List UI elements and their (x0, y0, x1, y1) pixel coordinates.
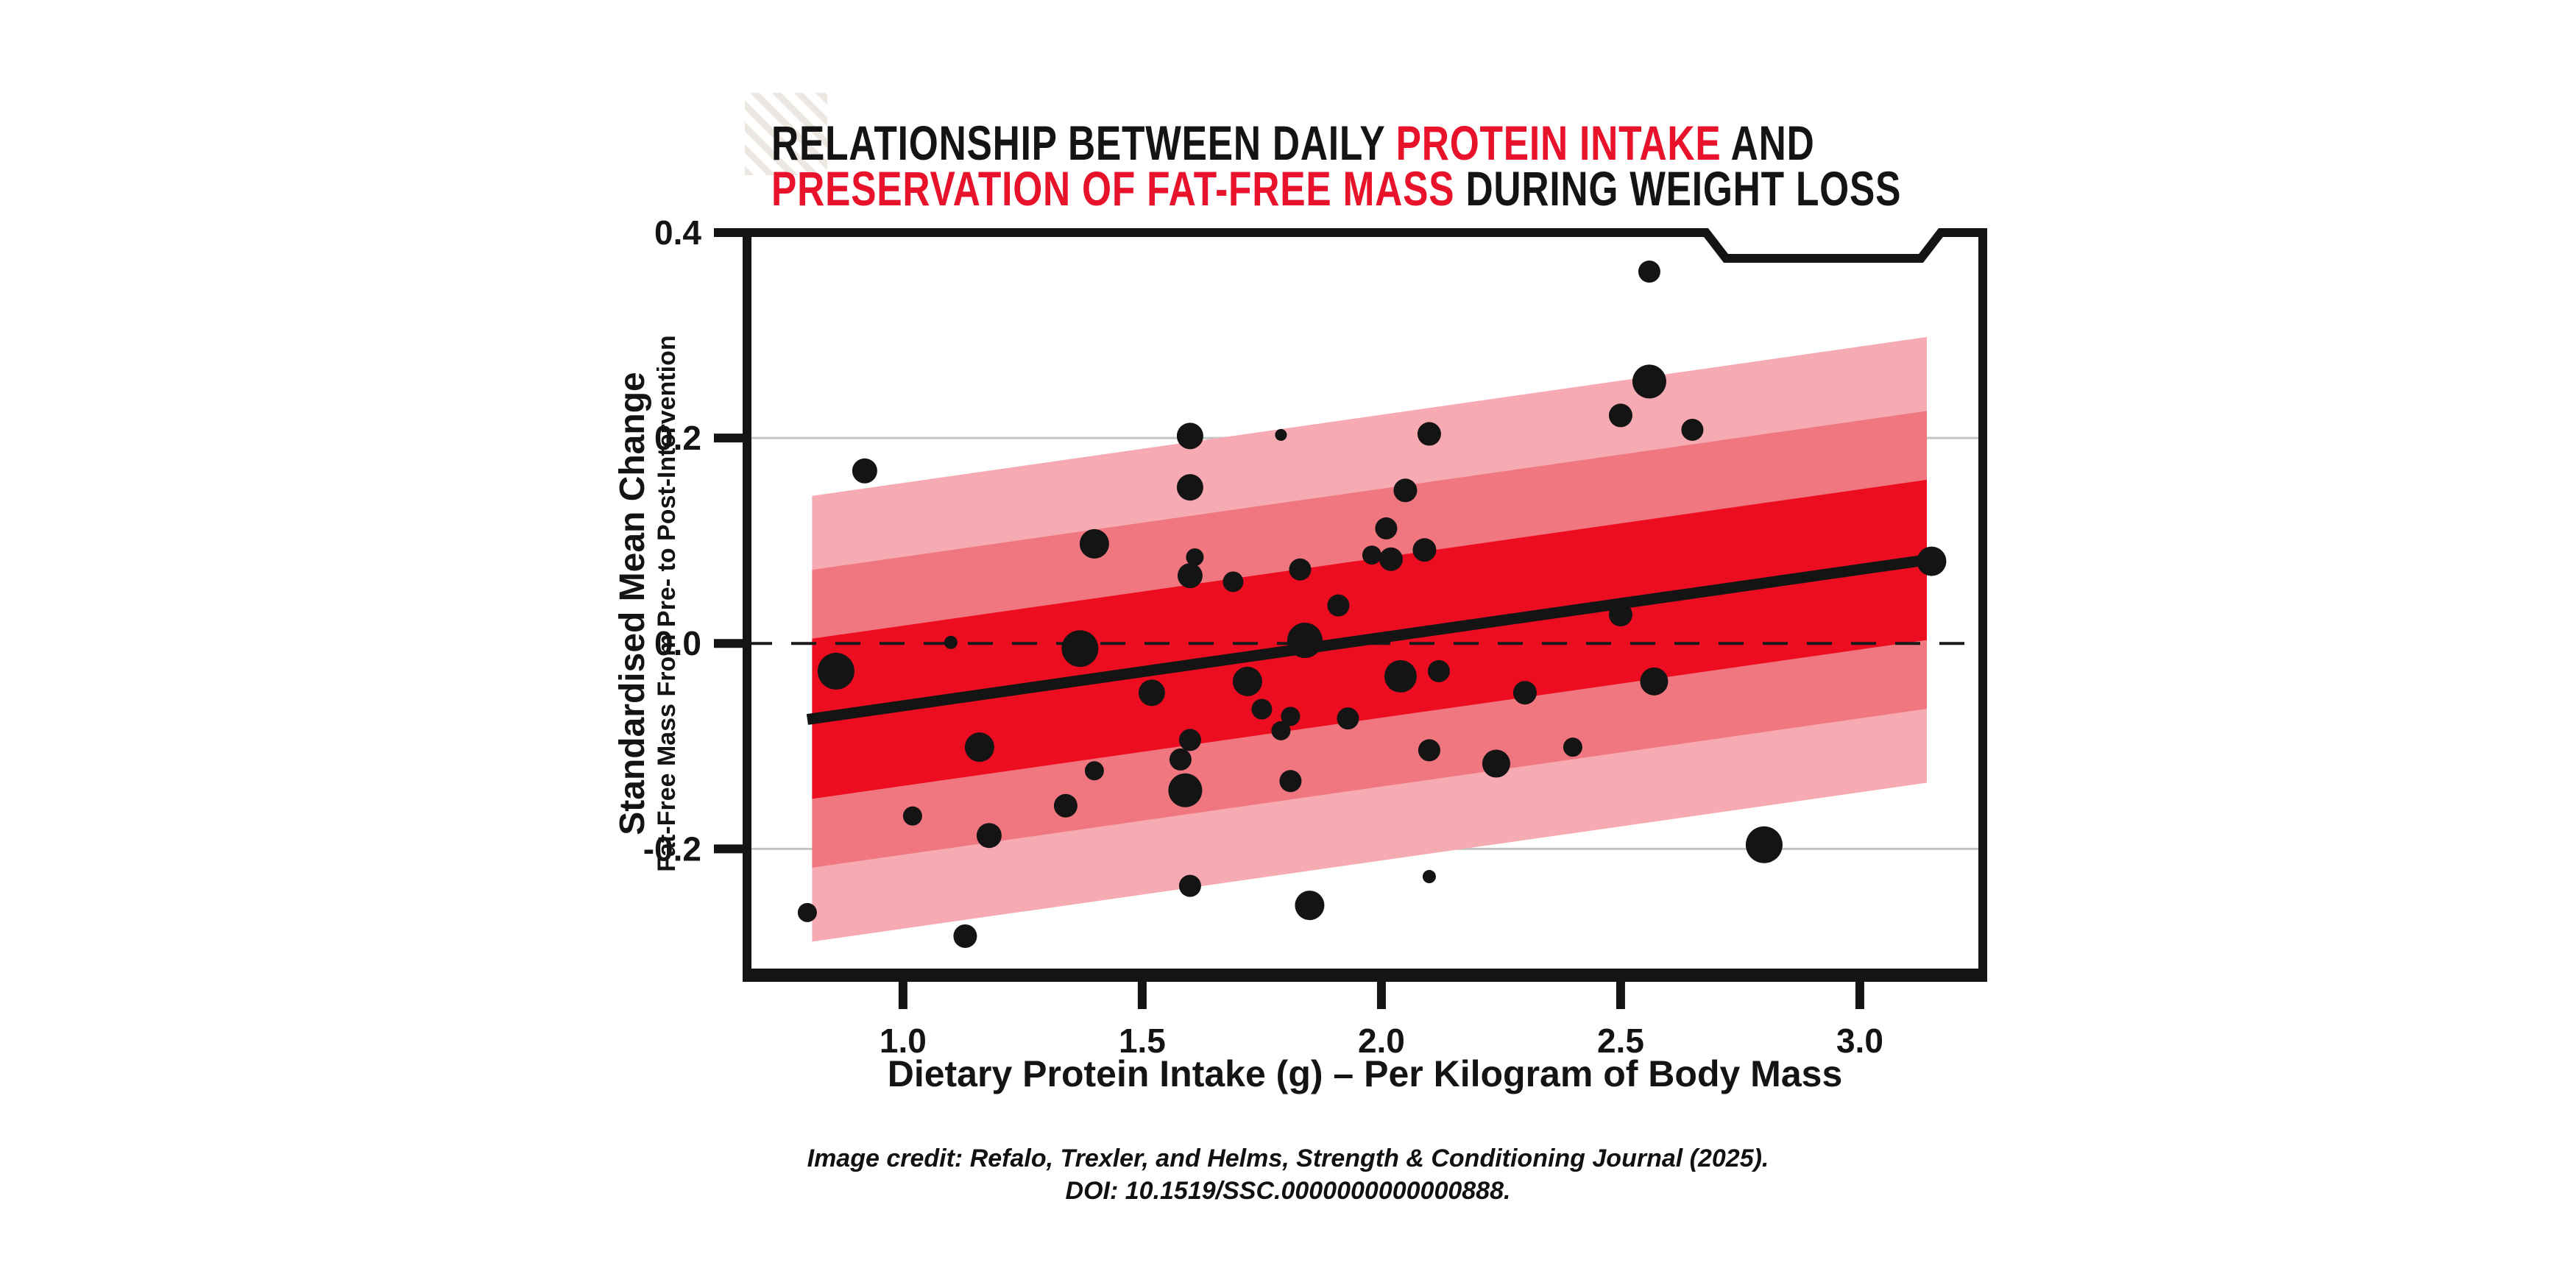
data-point (964, 732, 994, 762)
data-point (1337, 707, 1359, 730)
data-point (1632, 364, 1666, 399)
data-point (1279, 770, 1302, 793)
scatter-points (797, 261, 1947, 948)
title-text: AND (1721, 116, 1815, 170)
data-point (1281, 707, 1301, 726)
data-point (1138, 679, 1165, 707)
data-point (1176, 474, 1203, 501)
data-point (1178, 729, 1201, 751)
data-point (1608, 403, 1632, 428)
data-point (1638, 261, 1660, 283)
data-point (944, 635, 958, 649)
data-point (1412, 538, 1437, 562)
data-point (1327, 594, 1350, 617)
data-point (1289, 558, 1312, 581)
data-point (1178, 874, 1201, 897)
y-tick-label: 0.0 (654, 624, 701, 662)
data-point (1417, 422, 1441, 446)
data-point (1745, 826, 1783, 863)
data-point (1061, 630, 1099, 668)
data-point (817, 652, 854, 690)
data-point (1287, 623, 1323, 659)
data-point (1251, 698, 1273, 720)
x-tick-label: 2.0 (1358, 1022, 1405, 1060)
data-point (1640, 667, 1669, 696)
data-point (1422, 870, 1436, 884)
credit-line-2: DOI: 10.1519/SSC.0000000000000888. (1065, 1177, 1511, 1205)
data-point (1608, 603, 1632, 627)
data-point (953, 924, 977, 948)
x-tick-label: 2.5 (1597, 1022, 1644, 1060)
hatch-decoration (745, 93, 827, 175)
credit-line-1: Image credit: Refalo, Trexler, and Helms… (807, 1144, 1769, 1172)
data-point (1563, 737, 1582, 757)
data-point (1295, 891, 1325, 921)
data-point (852, 458, 877, 484)
x-axis-title: Dietary Protein Intake (g) – Per Kilogra… (887, 1053, 1843, 1094)
x-tick-label: 3.0 (1836, 1022, 1883, 1060)
title-text: RELATIONSHIP BETWEEN DAILY (771, 116, 1396, 170)
data-point (1232, 666, 1262, 696)
data-point (1375, 517, 1398, 539)
data-point (1362, 545, 1381, 565)
data-point (1427, 659, 1450, 682)
data-point (1079, 528, 1109, 559)
data-point (1222, 571, 1244, 592)
data-point (1168, 773, 1203, 807)
data-point (1681, 418, 1704, 441)
title-text: DURING WEIGHT LOSS (1454, 161, 1902, 216)
data-point (1393, 478, 1418, 503)
data-point (1271, 721, 1291, 740)
chart-title-line-1: RELATIONSHIP BETWEEN DAILY PROTEIN INTAK… (771, 118, 1901, 167)
title-text-highlight: PRESERVATION OF FAT-FREE MASS (771, 161, 1455, 216)
data-point (976, 823, 1002, 849)
y-tick-label: 0.2 (654, 419, 701, 457)
plot-border (743, 228, 1987, 980)
data-point (1512, 681, 1537, 705)
data-point (902, 806, 922, 826)
chart-title: RELATIONSHIP BETWEEN DAILY PROTEIN INTAK… (771, 118, 2220, 213)
data-point (1384, 659, 1417, 693)
y-tick-label: 0.4 (654, 213, 701, 252)
data-point (1482, 749, 1510, 778)
data-point (1186, 548, 1204, 567)
data-point (1084, 761, 1104, 781)
x-tick-label: 1.5 (1119, 1022, 1166, 1060)
data-point (1917, 546, 1947, 576)
chart-title-line-2: PRESERVATION OF FAT-FREE MASS DURING WEI… (771, 164, 1901, 213)
data-point (1169, 748, 1192, 771)
title-text-highlight: PROTEIN INTAKE (1395, 116, 1722, 170)
data-point (797, 902, 817, 922)
image-credit: Image credit: Refalo, Trexler, and Helms… (0, 1142, 2576, 1207)
regression-line (806, 553, 1933, 725)
x-tick-label: 1.0 (880, 1022, 927, 1060)
data-point (1379, 547, 1403, 571)
data-point (1418, 739, 1440, 762)
data-point (1053, 793, 1078, 818)
data-point (1177, 563, 1203, 589)
y-tick-label: -0.2 (643, 829, 701, 868)
data-point (1176, 422, 1203, 450)
data-point (1275, 428, 1287, 441)
